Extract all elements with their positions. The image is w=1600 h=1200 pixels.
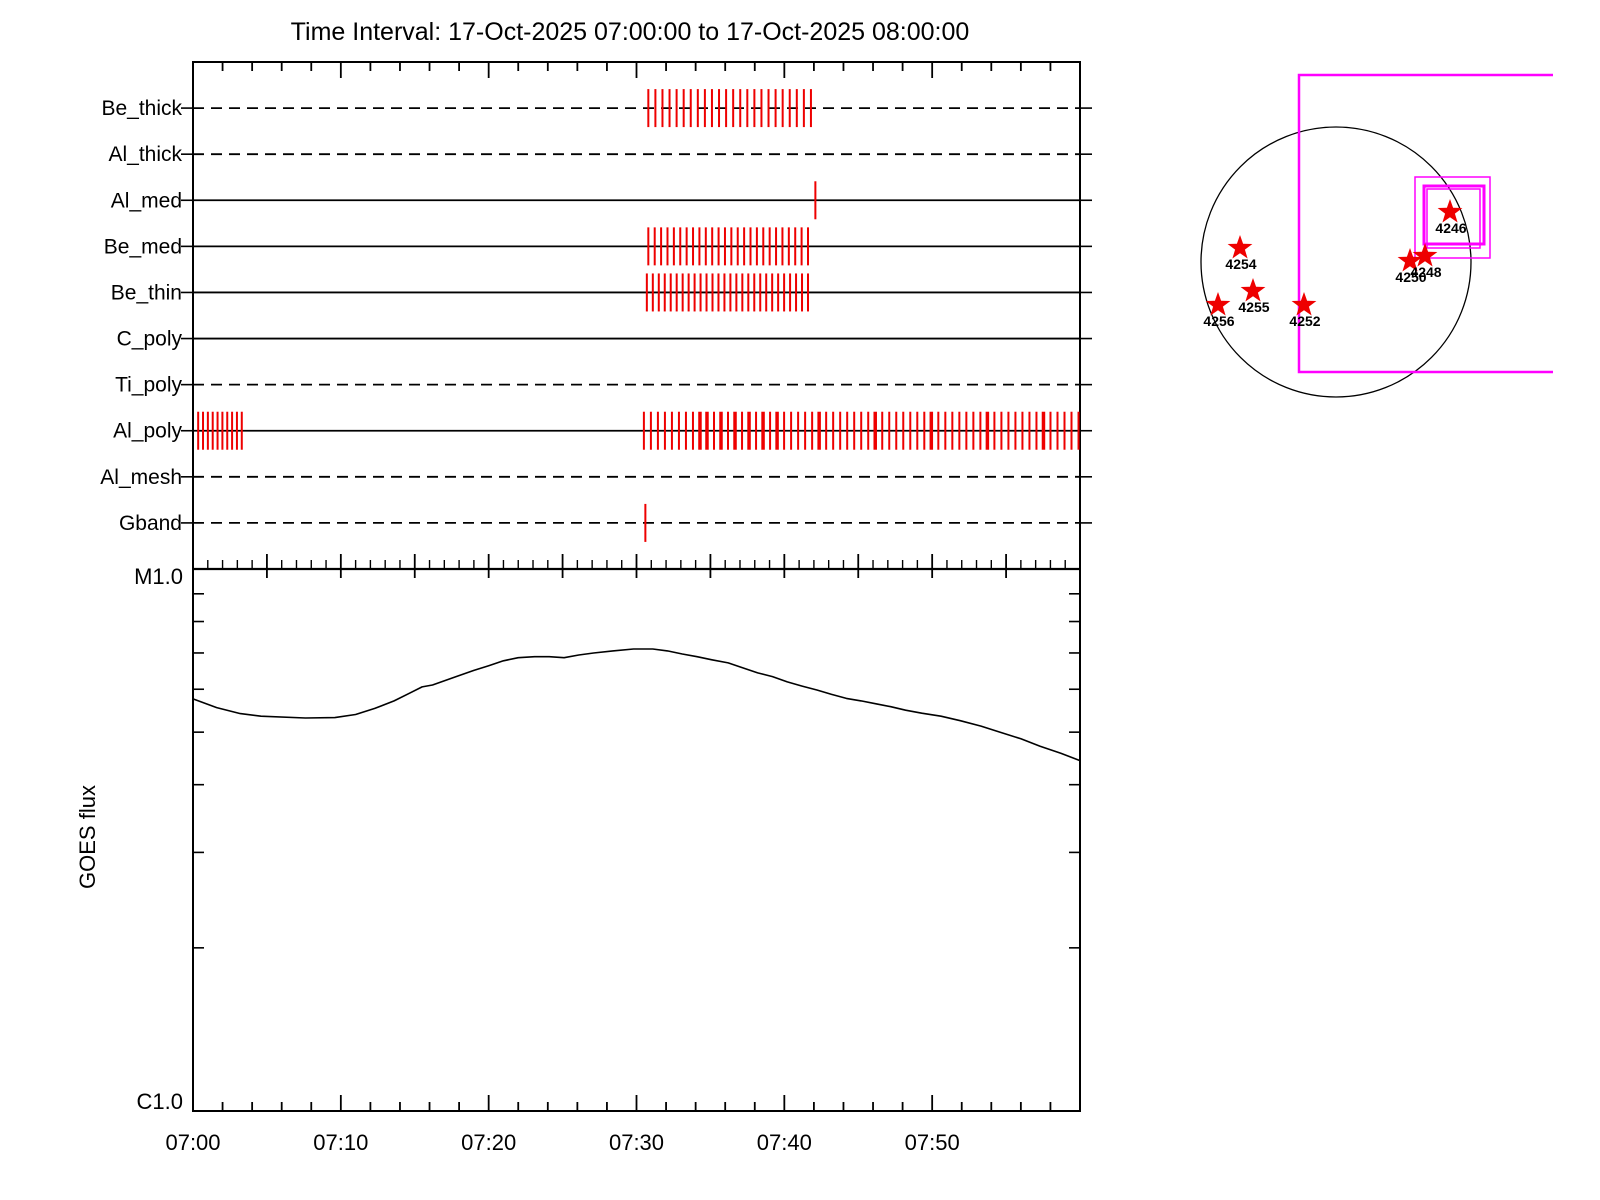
timeline-row-Be_med: Be_med [104, 227, 1092, 266]
x-tick-label-07:30: 07:30 [609, 1130, 664, 1155]
timeline-row-Al_poly: Al_poly [113, 411, 1092, 450]
timeline-row-Al_med: Al_med [111, 181, 1092, 220]
exposure-ticks-Be_thick [647, 89, 812, 128]
active-region-label-4246: 4246 [1435, 220, 1466, 236]
goes-flux-curve [192, 648, 1081, 762]
active-region-4252: 4252 [1289, 292, 1321, 329]
timeline-frame [192, 61, 1081, 569]
active-region-4248: 4248 [1410, 243, 1442, 280]
fov-box-1 [1414, 176, 1491, 259]
timeline-row-Be_thin: Be_thin [111, 273, 1092, 312]
timeline-row-Al_mesh: Al_mesh [100, 466, 1092, 489]
plot-title: Time Interval: 17-Oct-2025 07:00:00 to 1… [291, 18, 970, 46]
goes-y-top-label: M1.0 [134, 564, 183, 589]
filter-label-Al_med: Al_med [111, 189, 182, 212]
goes-y-axis-title: GOES flux [75, 785, 100, 889]
active-region-star-4246 [1437, 199, 1463, 223]
filter-label-Al_mesh: Al_mesh [100, 466, 182, 489]
active-region-star-4254 [1227, 235, 1253, 259]
x-tick-label-07:00: 07:00 [165, 1130, 220, 1155]
active-region-4255: 4255 [1238, 278, 1270, 315]
exposure-ticks-Be_med [647, 227, 809, 266]
x-tick-label-07:20: 07:20 [461, 1130, 516, 1155]
x-tick-label-07:40: 07:40 [757, 1130, 812, 1155]
active-region-star-4248 [1412, 243, 1438, 267]
fov-box-0 [1297, 73, 1553, 374]
active-region-star-4250 [1397, 248, 1423, 272]
timeline-row-Ti_poly: Ti_poly [115, 374, 1092, 397]
goes-frame [192, 568, 1081, 1112]
timeline-row-Al_thick: Al_thick [108, 143, 1092, 166]
generated-chart-content: Be_thick Al_thick Al_med Be_med Be_thin C_pol… [100, 61, 1553, 1155]
filter-label-Be_thick: Be_thick [101, 97, 182, 120]
active-region-4256: 4256 [1203, 292, 1235, 329]
timeline-panel: Be_thick Al_thick Al_med Be_med Be_thin C_pol… [100, 61, 1092, 578]
goes-x-tick-labels: 07:00 07:10 07:20 07:30 07:40 07:50 [165, 1130, 959, 1155]
timeline-top-axis-ticks [192, 62, 1081, 78]
goes-y-ticks [193, 593, 1080, 949]
active-region-label-4254: 4254 [1225, 256, 1256, 272]
active-region-4254: 4254 [1225, 235, 1257, 272]
active-region-label-4250: 4250 [1395, 269, 1426, 285]
timeline-row-C_poly: C_poly [117, 328, 1092, 351]
fov-box-2 [1422, 184, 1486, 246]
filter-label-Be_med: Be_med [104, 235, 182, 258]
active-region-4250: 4250 [1395, 248, 1427, 285]
active-region-label-4248: 4248 [1410, 264, 1441, 280]
goes-y-bottom-label: C1.0 [137, 1089, 183, 1114]
filter-label-Gband: Gband [119, 512, 182, 535]
filter-label-Al_thick: Al_thick [108, 143, 182, 166]
timeline-bottom-axis-ticks [192, 554, 1081, 578]
goes-bottom-axis-ticks [192, 1095, 1081, 1111]
x-tick-label-07:10: 07:10 [313, 1130, 368, 1155]
filter-label-Be_thin: Be_thin [111, 281, 182, 304]
timeline-row-Gband: Gband [119, 503, 1092, 542]
filter-label-Al_poly: Al_poly [113, 420, 182, 443]
solar-disk [1200, 126, 1472, 398]
x-tick-label-07:50: 07:50 [905, 1130, 960, 1155]
active-region-4246: 4246 [1435, 199, 1467, 236]
active-region-label-4252: 4252 [1289, 313, 1320, 329]
filter-label-C_poly: C_poly [117, 328, 183, 351]
active-region-star-4255 [1240, 278, 1266, 302]
exposure-ticks-Al_poly [197, 411, 1080, 450]
exposure-ticks-Be_thin [645, 273, 809, 312]
goes-panel: 07:00 07:10 07:20 07:30 07:40 07:50 [165, 568, 1081, 1155]
active-region-star-4252 [1291, 292, 1317, 316]
active-region-label-4256: 4256 [1203, 313, 1234, 329]
active-region-label-4255: 4255 [1238, 299, 1269, 315]
fov-box-3 [1426, 188, 1481, 249]
active-region-star-4256 [1205, 292, 1231, 316]
timeline-row-Be_thick: Be_thick [101, 89, 1092, 128]
filter-label-Ti_poly: Ti_poly [115, 374, 182, 397]
